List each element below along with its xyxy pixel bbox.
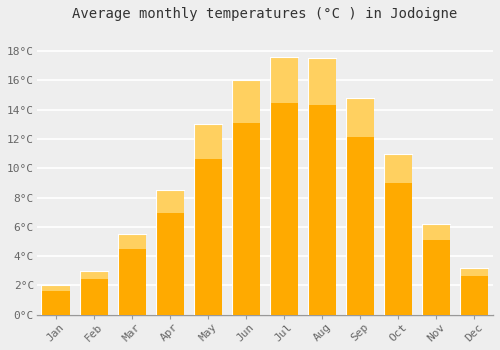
Bar bbox=[460, 268, 488, 276]
Bar bbox=[232, 80, 260, 122]
Bar bbox=[384, 154, 412, 183]
Bar bbox=[460, 268, 488, 315]
Bar bbox=[156, 190, 184, 315]
Bar bbox=[422, 224, 450, 315]
Bar bbox=[422, 224, 450, 240]
Bar bbox=[118, 234, 146, 248]
Bar bbox=[308, 58, 336, 315]
Bar bbox=[80, 271, 108, 315]
Bar bbox=[194, 124, 222, 315]
Bar bbox=[346, 98, 374, 137]
Bar bbox=[194, 124, 222, 159]
Bar bbox=[270, 57, 298, 103]
Bar bbox=[384, 154, 412, 315]
Bar bbox=[118, 234, 146, 315]
Title: Average monthly temperatures (°C ) in Jodoigne: Average monthly temperatures (°C ) in Jo… bbox=[72, 7, 458, 21]
Bar bbox=[346, 98, 374, 315]
Bar bbox=[232, 80, 260, 315]
Bar bbox=[42, 285, 70, 291]
Bar bbox=[156, 190, 184, 212]
Bar bbox=[80, 271, 108, 279]
Bar bbox=[270, 57, 298, 315]
Bar bbox=[42, 285, 70, 315]
Bar bbox=[308, 58, 336, 105]
